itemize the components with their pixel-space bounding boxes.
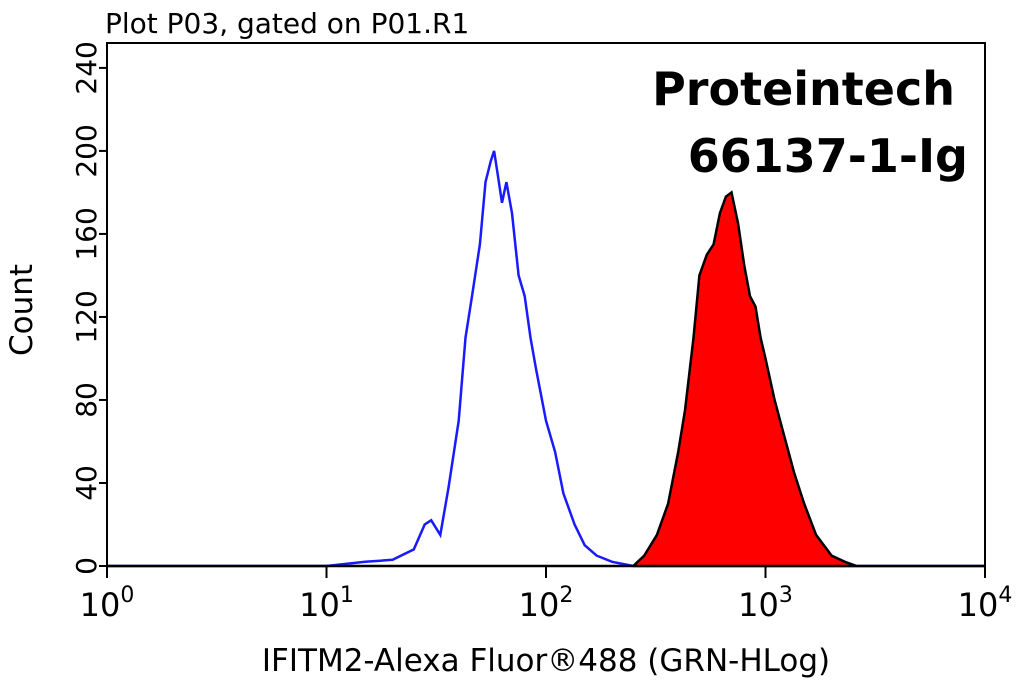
y-tick-label: 160 <box>70 207 103 260</box>
y-tick-label: 240 <box>70 41 103 94</box>
x-axis-label: IFITM2-Alexa Fluor®488 (GRN-HLog) <box>262 643 830 679</box>
x-tick-exponent: 0 <box>120 583 134 608</box>
x-tick-base: 10 <box>80 586 121 624</box>
y-tick-label: 0 <box>70 557 103 575</box>
histogram-line <box>107 150 985 568</box>
x-tick-base: 10 <box>738 586 779 624</box>
x-tick-label: 102 <box>519 583 574 624</box>
x-tick-label: 100 <box>80 583 135 624</box>
x-tick-label: 101 <box>299 583 354 624</box>
chart-title: Plot P03, gated on P01.R1 <box>105 7 469 40</box>
y-axis-label: Count <box>4 264 40 356</box>
histogram-area <box>107 190 985 568</box>
y-tick-label: 80 <box>70 382 103 418</box>
y-tick-label: 40 <box>70 465 103 501</box>
annotation: Proteintech <box>652 62 955 116</box>
x-tick-base: 10 <box>519 586 560 624</box>
x-tick-base: 10 <box>299 586 340 624</box>
y-tick-label: 120 <box>70 290 103 343</box>
x-tick-label: 103 <box>738 583 793 624</box>
plot-frame <box>106 42 986 567</box>
x-tick-exponent: 4 <box>998 583 1012 608</box>
annotation: 66137-1-Ig <box>688 129 968 183</box>
x-tick-label: 104 <box>958 583 1013 624</box>
x-tick-exponent: 1 <box>340 583 354 608</box>
x-tick-base: 10 <box>958 586 999 624</box>
y-tick-label: 200 <box>70 124 103 177</box>
x-tick-exponent: 2 <box>559 583 573 608</box>
x-tick-exponent: 3 <box>779 583 793 608</box>
